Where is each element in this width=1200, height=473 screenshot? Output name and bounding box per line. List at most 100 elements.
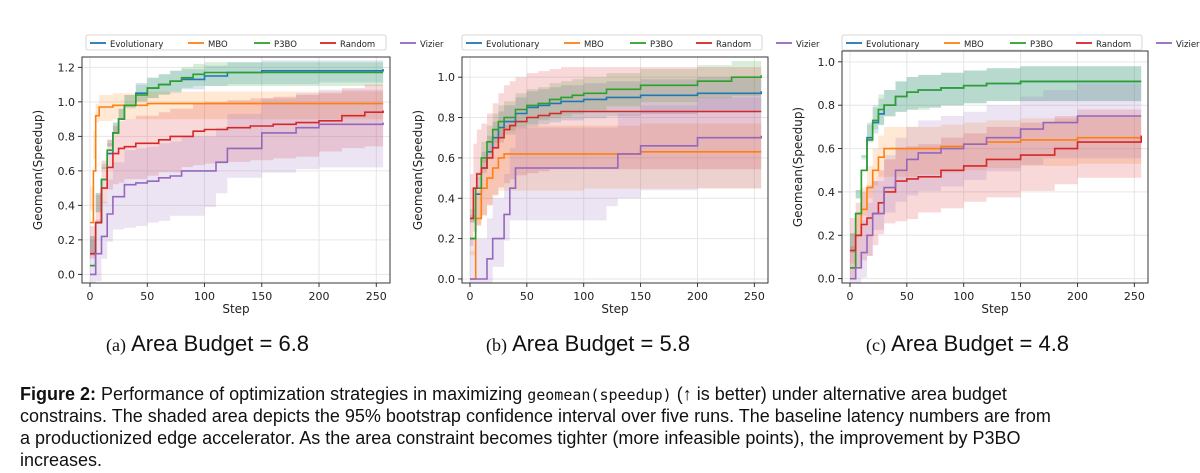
y-tick-label: 1.0 xyxy=(818,56,836,69)
legend-box xyxy=(85,34,387,51)
y-tick-label: 0.0 xyxy=(818,273,836,286)
caption-line1-a: Performance of optimization strategies i… xyxy=(101,384,523,404)
legend-label-p3bo: P3BO xyxy=(1030,40,1053,50)
band-mbo xyxy=(850,113,1142,264)
chart-panel-1: 0 50 100 150 200 250 0.0 0.2 0.4 0.6 0.8 1.0 1.2 Step… xyxy=(31,34,444,316)
subcaption-c-label: (c) xyxy=(866,335,886,355)
y-tick-label: 0.8 xyxy=(438,112,456,125)
subcaption-a: (a) Area Budget = 6.8 xyxy=(106,331,309,357)
legend-label-vizier: Vizier xyxy=(420,40,444,50)
y-tick-label: 0.0 xyxy=(58,268,76,281)
y-tick-label: 1.0 xyxy=(58,96,76,109)
band-vizier xyxy=(470,95,762,283)
band-random xyxy=(90,82,384,259)
legend-label-evolutionary: Evolutionary xyxy=(866,40,919,50)
x-tick-label: 0 xyxy=(87,290,94,303)
legend-label-vizier: Vizier xyxy=(796,40,820,50)
x-tick-label: 0 xyxy=(846,290,853,303)
series-line-vizier xyxy=(470,135,762,280)
legend-label-p3bo: P3BO xyxy=(274,40,297,50)
caption-line-4: increases. xyxy=(20,450,103,470)
x-tick-label: 200 xyxy=(687,290,708,303)
x-tick-label: 200 xyxy=(1067,290,1088,303)
legend-label-mbo: MBO xyxy=(208,40,228,50)
x-tick-label: 100 xyxy=(953,290,974,303)
caption-line-2: constrains. The shaded area depicts the … xyxy=(20,406,1051,426)
chart-panel-2: 0 50 100 150 200 250 0.0 0.2 0.4 0.6 0.8 1.0 Step Geo… xyxy=(411,34,820,316)
caption-line-3: a productionized edge accelerator. As th… xyxy=(20,428,1021,448)
y-tick-label: 0.8 xyxy=(58,130,76,143)
x-tick-label: 0 xyxy=(466,290,473,303)
band-p3bo xyxy=(90,62,384,256)
band-p3bo xyxy=(850,66,1142,253)
x-tick-label: 100 xyxy=(573,290,594,303)
x-axis-label: Step xyxy=(601,302,628,316)
chart-panel-3: 0 50 100 150 200 250 0.0 0.2 0.4 0.6 0.8 1.0 Step Geo… xyxy=(791,34,1200,316)
x-tick-label: 250 xyxy=(366,290,387,303)
axes-frame xyxy=(461,56,769,284)
y-tick-label: 0.2 xyxy=(438,233,456,246)
y-tick-label: 0.2 xyxy=(58,234,76,247)
series-line-mbo xyxy=(850,135,1142,269)
y-tick-label: 1.0 xyxy=(438,71,456,84)
band-mbo xyxy=(470,123,762,256)
caption-figure-label: Figure 2: xyxy=(20,384,97,404)
band-p3bo xyxy=(470,59,762,223)
series-line-p3bo xyxy=(850,80,1142,269)
subcaption-a-label: (a) xyxy=(106,335,126,355)
band-evolutionary xyxy=(90,58,384,256)
axes-frame xyxy=(81,56,391,284)
series-line-mbo xyxy=(90,102,384,224)
subcaption-b-title: Area Budget = 5.8 xyxy=(512,331,691,356)
band-vizier xyxy=(90,88,384,283)
subcaption-b-label: (b) xyxy=(486,335,507,355)
x-tick-label: 50 xyxy=(140,290,154,303)
legend-label-p3bo: P3BO xyxy=(650,40,673,50)
legend-label-vizier: Vizier xyxy=(1176,40,1200,50)
x-tick-label: 250 xyxy=(1124,290,1145,303)
y-tick-label: 1.2 xyxy=(58,61,76,74)
y-tick-label: 0.4 xyxy=(58,199,76,212)
caption-line-1: Figure 2: Performance of optimization st… xyxy=(20,383,1007,406)
y-tick-label: 0.6 xyxy=(438,152,456,165)
legend-label-mbo: MBO xyxy=(964,40,984,50)
y-axis-label: Geomean(Speedup) xyxy=(411,110,425,230)
series-line-vizier xyxy=(850,115,1142,280)
y-tick-label: 0.8 xyxy=(818,99,836,112)
y-tick-label: 0.6 xyxy=(818,143,836,156)
series-line-p3bo xyxy=(470,75,762,240)
series-line-random xyxy=(470,110,762,220)
x-axis-label: Step xyxy=(222,302,249,316)
x-tick-label: 200 xyxy=(309,290,330,303)
x-tick-label: 150 xyxy=(251,290,272,303)
x-tick-label: 100 xyxy=(194,290,215,303)
x-axis-label: Step xyxy=(981,302,1008,316)
caption-code: geomean(speedup) xyxy=(527,386,672,404)
y-tick-label: 0.0 xyxy=(438,273,456,286)
x-tick-label: 50 xyxy=(900,290,914,303)
axes-frame xyxy=(841,50,1149,284)
legend-label-evolutionary: Evolutionary xyxy=(486,40,539,50)
x-tick-label: 150 xyxy=(630,290,651,303)
y-tick-label: 0.4 xyxy=(438,192,456,205)
x-tick-label: 150 xyxy=(1010,290,1031,303)
band-evolutionary xyxy=(850,66,1142,253)
subcaption-b: (b) Area Budget = 5.8 xyxy=(486,331,690,357)
legend-label-mbo: MBO xyxy=(584,40,604,50)
y-axis-label: Geomean(Speedup) xyxy=(791,107,805,227)
caption-line1-b: (↑ is better) under alternative area bud… xyxy=(676,384,1007,404)
legend-box xyxy=(461,34,763,51)
subcaption-c-title: Area Budget = 4.8 xyxy=(891,331,1070,356)
band-vizier xyxy=(850,83,1142,283)
legend: Evolutionary MBO P3BO Random Vizier xyxy=(841,34,1200,51)
legend-label-evolutionary: Evolutionary xyxy=(110,40,163,50)
series-line-random xyxy=(90,110,384,255)
legend: Evolutionary MBO P3BO Random Vizier xyxy=(461,34,820,51)
subcaption-c: (c) Area Budget = 4.8 xyxy=(866,331,1069,357)
legend-label-random: Random xyxy=(340,40,375,50)
y-axis-label: Geomean(Speedup) xyxy=(31,110,45,230)
legend-label-random: Random xyxy=(1096,40,1131,50)
y-tick-label: 0.2 xyxy=(818,229,836,242)
x-tick-label: 50 xyxy=(520,290,534,303)
x-tick-label: 250 xyxy=(744,290,765,303)
